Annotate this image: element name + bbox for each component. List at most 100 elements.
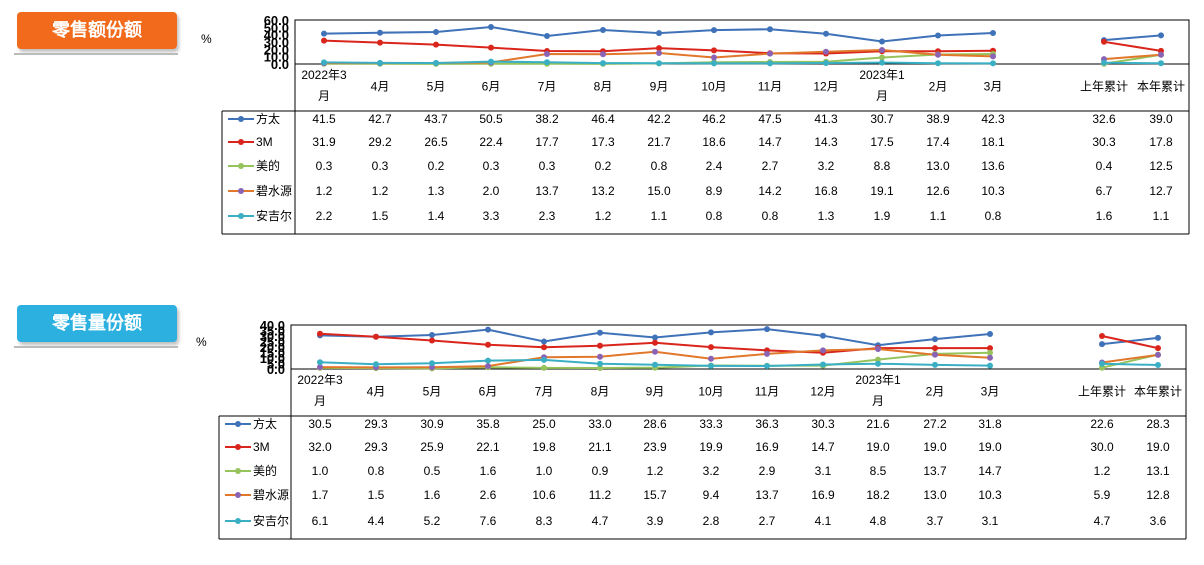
sales-table-cell: 1.2 — [372, 184, 389, 198]
volume-table-cell: 16.9 — [755, 440, 779, 454]
volume-table-cell: 25.0 — [532, 417, 556, 431]
sales-data-point — [711, 27, 717, 34]
volume-y-tick-label: 0.0 — [267, 362, 285, 377]
volume-data-point — [708, 329, 714, 336]
volume-share-unit: % — [196, 335, 207, 349]
sales-data-point — [767, 26, 773, 33]
sales-series-1 — [321, 37, 1164, 57]
sales-y-tick-label: 10.0 — [264, 50, 289, 65]
sales-data-point — [656, 60, 662, 67]
volume-table-cell: 19.9 — [699, 440, 723, 454]
sales-table-cell: 1.9 — [874, 209, 891, 223]
sales-table-cell: 2.4 — [706, 159, 723, 173]
sales-table-cell: 14.3 — [814, 135, 838, 149]
volume-data-point — [875, 360, 881, 367]
sales-y-tick-label: 60.0 — [264, 13, 289, 28]
volume-table-cell: 15.7 — [643, 488, 667, 502]
sales-data-point — [321, 30, 327, 37]
volume-table-cell: 27.2 — [923, 417, 947, 431]
volume-category-label: 12月 — [810, 385, 835, 399]
sales-table-cell: 16.8 — [814, 184, 838, 198]
sales-legend-marker — [238, 116, 244, 122]
sales-data-point — [321, 59, 327, 66]
volume-table-cell: 30.3 — [811, 417, 835, 431]
sales-table-cell: 43.7 — [424, 112, 448, 126]
volume-category-label: 3月 — [981, 385, 1000, 399]
volume-data-point — [597, 342, 603, 349]
volume-share-badge: 零售量份额 — [17, 305, 177, 342]
volume-plot-area — [290, 324, 1187, 370]
volume-table-cell: 19.0 — [866, 440, 890, 454]
sales-category-label: 本年累计 — [1137, 80, 1185, 94]
volume-legend-marker — [235, 421, 241, 427]
volume-data-point — [932, 336, 938, 343]
volume-category-label: 上年累计 — [1078, 385, 1126, 399]
sales-table-cell: 0.8 — [762, 209, 779, 223]
volume-table-cell: 16.9 — [811, 488, 835, 502]
volume-table-cell: 35.8 — [476, 417, 500, 431]
sales-table-cell: 13.7 — [535, 184, 559, 198]
volume-data-point — [875, 356, 881, 363]
volume-table-cell: 10.6 — [532, 488, 556, 502]
volume-y-tick-label: 25.0 — [260, 335, 285, 350]
volume-data-point — [541, 338, 547, 345]
volume-category-label: 11月 — [755, 385, 779, 399]
sales-table-cell: 0.8 — [985, 209, 1002, 223]
volume-table-cell: 13.7 — [923, 464, 947, 478]
sales-y-tick-label: 30.0 — [264, 35, 289, 50]
sales-data-point — [767, 60, 773, 67]
sales-table-cell: 0.8 — [651, 159, 668, 173]
volume-table-cell: 1.7 — [312, 488, 329, 502]
volume-data-point — [652, 361, 658, 368]
volume-category-label: 6月 — [479, 385, 498, 399]
sales-category-label: 上年累计 — [1080, 80, 1128, 94]
sales-data-point — [711, 60, 717, 67]
volume-data-point — [652, 348, 658, 355]
volume-data-point — [875, 346, 881, 352]
volume-table-cell: 1.2 — [1094, 464, 1111, 478]
sales-table-cell: 50.5 — [479, 112, 503, 126]
volume-data-point — [485, 341, 491, 348]
sales-data-point — [600, 27, 606, 33]
sales-table-cell: 17.7 — [535, 135, 559, 149]
volume-y-tick-label: 15.0 — [260, 346, 285, 361]
volume-legend-marker — [235, 444, 241, 450]
sales-table-cell: 31.9 — [312, 135, 336, 149]
sales-table-cell: 12.6 — [926, 184, 950, 198]
volume-data-point — [652, 339, 658, 346]
sales-data-point — [823, 60, 829, 66]
volume-data-point — [764, 363, 770, 369]
volume-table-cell: 4.4 — [368, 514, 385, 528]
volume-legend-label: 方太 — [253, 416, 277, 431]
volume-legend-label: 3M — [253, 440, 270, 454]
volume-category-label: 4月 — [367, 385, 386, 399]
volume-table-cell: 2.9 — [759, 464, 776, 478]
volume-table-cell: 13.1 — [1146, 464, 1170, 478]
volume-table-cell: 21.1 — [588, 440, 612, 454]
volume-table-cell: 31.8 — [978, 417, 1002, 431]
volume-data-point — [317, 359, 323, 366]
volume-data-point — [932, 345, 938, 352]
volume-table-cell: 3.6 — [1150, 514, 1167, 528]
sales-y-tick-label: 0.0 — [271, 57, 289, 72]
sales-legend-marker — [238, 188, 244, 194]
volume-table-cell: 0.8 — [368, 464, 385, 478]
sales-table-cell: 0.3 — [483, 159, 500, 173]
sales-table-cell: 38.2 — [535, 112, 559, 126]
sales-table-cell: 21.7 — [647, 135, 671, 149]
volume-table-cell: 3.1 — [982, 514, 999, 528]
volume-y-tick-label: 30.0 — [260, 329, 285, 344]
volume-data-point — [485, 363, 491, 370]
volume-data-point — [932, 351, 938, 358]
volume-table-cell: 2.7 — [759, 514, 776, 528]
volume-table-cell: 4.1 — [815, 514, 832, 528]
volume-table-cell: 21.6 — [866, 417, 890, 431]
volume-series-cumulative-line — [1101, 353, 1159, 364]
sales-data-point — [935, 51, 941, 58]
volume-legend-label: 美的 — [253, 463, 277, 478]
sales-table-cell: 12.7 — [1149, 184, 1173, 198]
volume-data-point — [429, 332, 435, 338]
sales-data-point — [433, 41, 439, 48]
sales-table-cell: 1.3 — [818, 209, 835, 223]
sales-table-cell: 0.3 — [372, 159, 389, 173]
